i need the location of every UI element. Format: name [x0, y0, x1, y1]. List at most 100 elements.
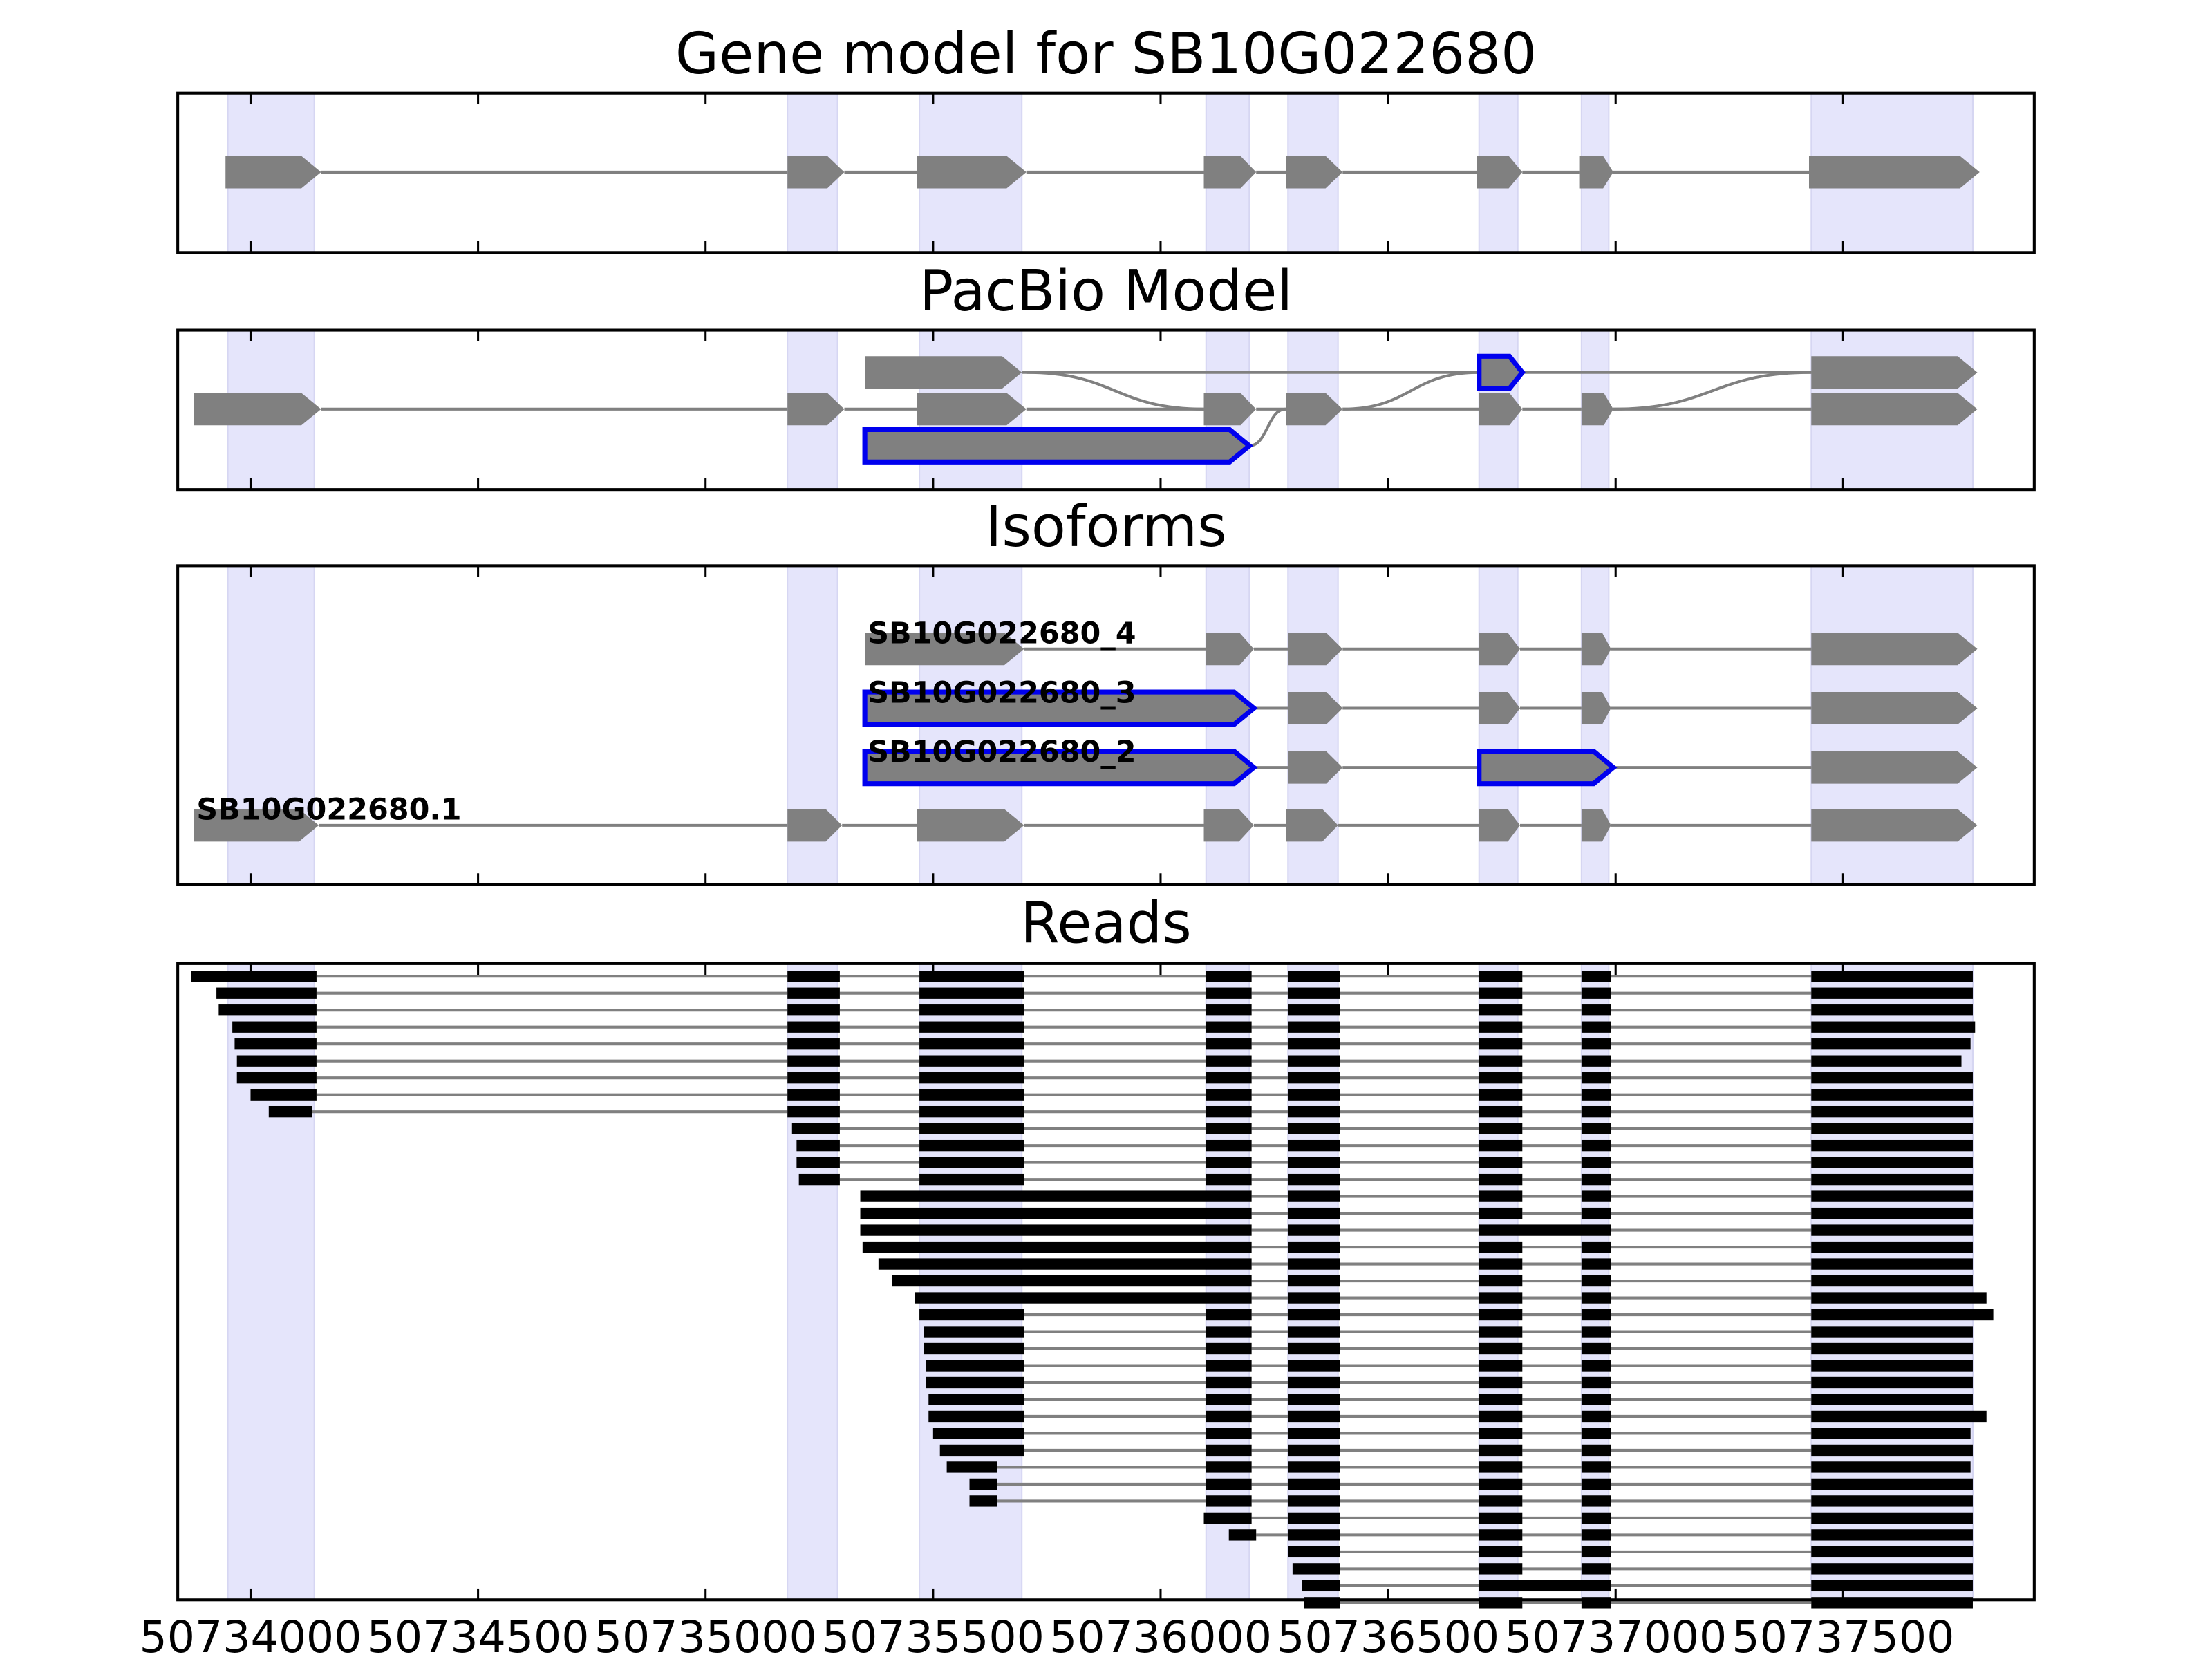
read-block — [1479, 1105, 1523, 1118]
read-block — [1288, 1139, 1340, 1152]
read-block — [798, 1173, 840, 1186]
panel-2-axes: Isoforms — [176, 494, 2036, 886]
read-block — [1581, 1512, 1611, 1524]
read-block — [1811, 987, 1973, 999]
read-block — [1581, 1258, 1611, 1270]
read-block — [1288, 1394, 1340, 1405]
read-block — [1479, 1546, 1523, 1558]
pacbio-exon — [1581, 393, 1613, 426]
x-tick-labels: 50734000 50734500 50735000 50735500 50736000… — [139, 1611, 1954, 1663]
read-block — [1479, 1139, 1523, 1152]
isoform-exon — [1811, 692, 1978, 724]
pacbio-splice-link — [1613, 371, 1812, 411]
read-block — [1206, 1105, 1252, 1118]
read-block — [1581, 1428, 1611, 1439]
read-block — [1581, 1055, 1611, 1067]
read-block — [1288, 1021, 1340, 1033]
isoform-exon — [1288, 692, 1343, 724]
read-block — [1228, 1529, 1257, 1541]
read-block — [969, 1478, 997, 1490]
read-block — [1206, 1428, 1252, 1439]
read-block — [919, 971, 1024, 982]
read-block — [1206, 1461, 1252, 1473]
read-block — [878, 1258, 1252, 1270]
pacbio-exon — [1477, 353, 1526, 391]
read-block — [1811, 1241, 1973, 1253]
read-block — [787, 1072, 840, 1084]
read-block — [216, 987, 317, 999]
read-block — [1288, 1190, 1340, 1202]
read-block — [1288, 1004, 1340, 1016]
read-block — [1811, 1563, 1973, 1575]
read-block — [1811, 1394, 1973, 1405]
pacbio-model-track — [194, 353, 1978, 465]
isoform-exon — [1581, 633, 1611, 666]
read-block — [1581, 1190, 1611, 1202]
read-block — [919, 987, 1024, 999]
x-tick-label: 50735000 — [594, 1611, 817, 1659]
read-block — [1479, 1292, 1523, 1304]
pacbio-exon — [1811, 356, 1978, 389]
read-block — [1479, 1190, 1523, 1202]
read-block — [1288, 1055, 1340, 1067]
read-block — [1581, 1478, 1611, 1490]
read-block — [1811, 1004, 1973, 1016]
read-block — [1581, 1529, 1611, 1541]
isoform-exon — [1811, 633, 1978, 666]
read-block — [1206, 1139, 1252, 1152]
read-block — [1206, 1021, 1252, 1033]
read-block — [1581, 1072, 1611, 1084]
read-block — [1479, 1478, 1523, 1490]
read-block — [926, 1376, 1024, 1389]
read-block — [1288, 1105, 1340, 1118]
read-block — [1479, 1360, 1523, 1372]
panel-title: PacBio Model — [919, 259, 1293, 324]
read-block — [1288, 1072, 1340, 1084]
x-tick-label: 50737500 — [1732, 1611, 1954, 1659]
read-block — [1479, 1055, 1523, 1067]
read-block — [218, 1004, 317, 1016]
read-block — [1479, 1580, 1611, 1592]
read-block — [1811, 1173, 1973, 1186]
panel-frame — [176, 962, 2036, 1602]
read-block — [1479, 1376, 1523, 1389]
read-block — [919, 1105, 1024, 1118]
gene-model-exon — [1579, 156, 1613, 189]
read-block — [1581, 987, 1611, 999]
read-block — [1811, 1072, 1973, 1084]
read-block — [1581, 1089, 1611, 1101]
read-block — [1811, 1495, 1973, 1507]
read-block — [1811, 1444, 1973, 1457]
read-block — [1288, 1428, 1340, 1439]
gene-model-exon — [1477, 156, 1523, 189]
pacbio-splice-link — [1026, 371, 1204, 411]
read-block — [1206, 1309, 1252, 1321]
read-block — [1811, 1376, 1973, 1389]
read-block — [1479, 1495, 1523, 1507]
gene-model-track — [225, 156, 1980, 189]
read-block — [1479, 1512, 1523, 1524]
pacbio-splice-link — [1342, 371, 1479, 411]
read-block — [1206, 1495, 1252, 1507]
read-block — [1288, 1275, 1340, 1287]
read-block — [1203, 1512, 1252, 1524]
read-block — [1581, 1173, 1611, 1186]
panel-title: Reads — [1020, 890, 1192, 956]
read-block — [1288, 1376, 1340, 1389]
read-block — [1581, 971, 1611, 982]
read-block — [1288, 1410, 1340, 1423]
read-block — [932, 1428, 1024, 1439]
read-block — [1581, 1326, 1611, 1338]
read-block — [1811, 1021, 1976, 1033]
isoform-exon — [787, 809, 843, 842]
read-block — [1302, 1580, 1340, 1592]
panel-0-axes: Gene model for SB10G022680 — [176, 21, 2036, 254]
read-block — [1288, 1224, 1340, 1236]
read-block — [928, 1394, 1024, 1405]
pacbio-exon — [1203, 393, 1257, 426]
panel-title: Isoforms — [985, 494, 1226, 560]
read-block — [1288, 1529, 1340, 1541]
read-block — [787, 1089, 840, 1101]
read-block — [1811, 1139, 1973, 1152]
